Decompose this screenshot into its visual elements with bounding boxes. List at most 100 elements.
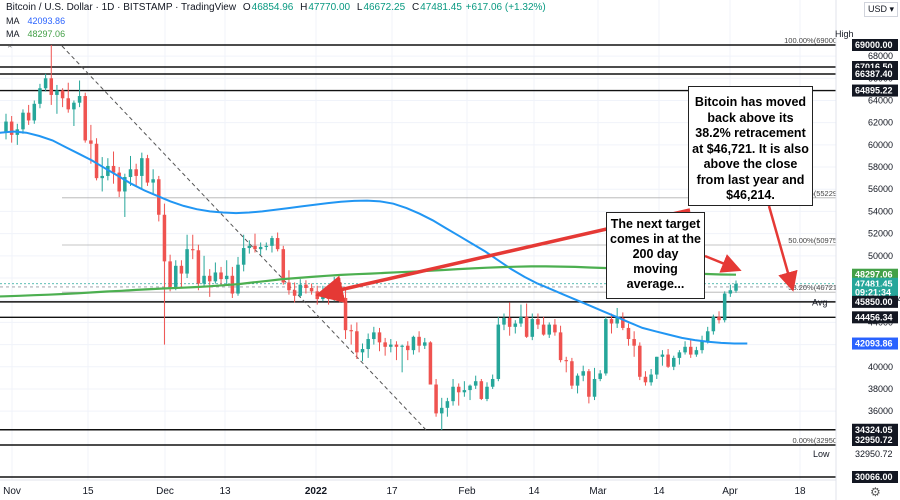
x-tick-label: 18 [794, 486, 806, 497]
currency-button[interactable]: USD ▾ [864, 2, 898, 17]
candle [304, 280, 308, 294]
candle-body [456, 386, 461, 393]
candle [502, 313, 506, 331]
gear-icon[interactable]: ⚙ [870, 485, 881, 499]
candle [55, 84, 59, 114]
x-tick-label: 15 [82, 486, 94, 497]
candle-body [315, 291, 319, 300]
candle-body [394, 344, 399, 347]
candle-body [547, 324, 552, 335]
x-tick-label: 14 [653, 486, 665, 497]
candle [638, 342, 642, 381]
annotation-note-retracement: Bitcoin has moved back above its 38.2% r… [688, 86, 813, 206]
candle [604, 316, 608, 376]
candle [366, 333, 370, 358]
candle [394, 341, 399, 361]
candle-body [423, 342, 427, 346]
candle [162, 203, 167, 345]
candle [592, 367, 597, 401]
candle [456, 383, 461, 406]
candle [507, 302, 512, 336]
y-axis: 3600038000400004200044000460004800050000… [835, 0, 900, 500]
high-value: 47770.00 [308, 2, 351, 13]
candle [298, 279, 303, 297]
candle-body [145, 158, 150, 183]
candle [700, 335, 704, 354]
y-tick-label: 40000 [868, 362, 893, 372]
candle-body [174, 265, 178, 287]
collapse-indicators-icon[interactable]: ⌃ [6, 44, 14, 54]
candle-body [598, 373, 602, 379]
candle [513, 320, 518, 334]
fib-label: 61.80%(55229.18) [788, 189, 850, 198]
candle [72, 100, 76, 126]
price-label: Low [813, 449, 830, 459]
candle [671, 355, 676, 371]
candle-body [688, 346, 693, 355]
candle-body [270, 238, 274, 246]
candle-body [564, 360, 568, 362]
candle [575, 373, 580, 394]
candle [190, 234, 195, 260]
candle-body [196, 250, 201, 284]
candle [185, 234, 189, 279]
candle-body [575, 375, 580, 386]
x-tick-label: Dec [156, 486, 174, 497]
candle [9, 116, 14, 143]
candle [207, 269, 212, 297]
candle-body [219, 272, 223, 280]
candle [428, 341, 433, 385]
price-label: 09:21:34 [855, 287, 891, 297]
candle-body [4, 121, 8, 132]
candle [383, 337, 387, 356]
candle-body [700, 341, 704, 351]
candle-body [55, 90, 59, 95]
candle [372, 326, 376, 345]
candle [406, 341, 410, 361]
candle-body [258, 246, 263, 250]
candle-body [292, 290, 297, 296]
ma-fast-legend[interactable]: MA 42093.86 [6, 16, 65, 26]
low-value: 46672.25 [363, 2, 406, 13]
candle-body [32, 103, 37, 121]
x-tick-label: Mar [589, 486, 607, 497]
y-tick-label: 64000 [868, 95, 893, 105]
candle [473, 375, 478, 389]
candle-body [185, 249, 189, 274]
fib-label: 100.00%(69000.00) [784, 36, 850, 45]
price-label: Avg [812, 297, 827, 307]
candle-body [417, 336, 421, 346]
price-label-box [852, 423, 898, 436]
candle [564, 356, 568, 373]
candle [451, 378, 455, 406]
candle-body [287, 282, 291, 291]
price-label-box [852, 84, 898, 97]
candle-body [281, 249, 286, 283]
candle-body [179, 265, 184, 274]
price-label-box [852, 67, 898, 80]
candle-body [389, 344, 393, 347]
candle-body [355, 331, 359, 353]
candle-body [479, 381, 484, 399]
ma-slow-legend[interactable]: MA 48297.06 [6, 29, 65, 39]
candle [21, 109, 25, 134]
candle [196, 244, 201, 291]
candle-body [513, 323, 518, 327]
candle-body [519, 316, 523, 324]
candle [462, 381, 467, 397]
price-label: 67016.50 [855, 62, 893, 72]
candle-body [671, 357, 676, 367]
candle [140, 152, 144, 190]
candle-body [468, 385, 472, 391]
candle-body [462, 390, 467, 393]
candle [439, 397, 444, 431]
candle [423, 337, 427, 350]
price-label: 44456.34 [855, 312, 893, 322]
candle [145, 154, 150, 186]
candle-body [717, 316, 721, 321]
candle-body [60, 90, 65, 99]
chevron-down-icon: ▾ [889, 4, 895, 14]
candle-body [677, 352, 682, 358]
y-tick-label: 36000 [868, 406, 893, 416]
